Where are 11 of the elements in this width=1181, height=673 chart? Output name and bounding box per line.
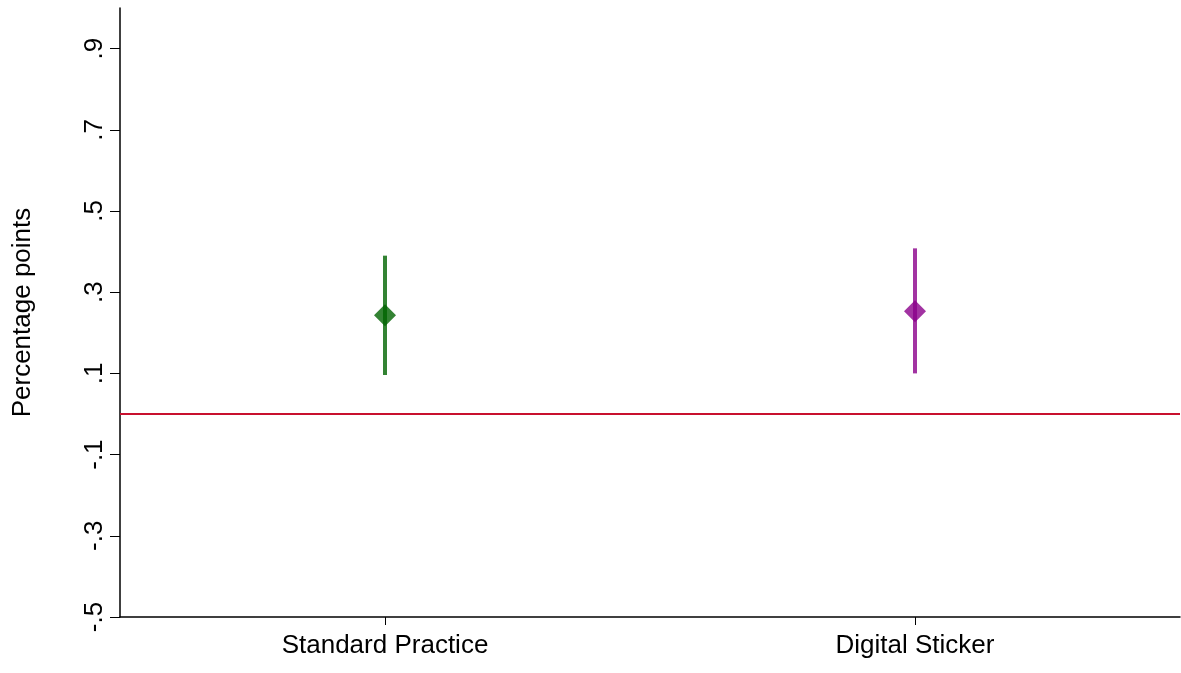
x-tick-label: Digital Sticker (835, 629, 995, 659)
y-tick-label: .3 (78, 281, 108, 304)
x-tick-label: Standard Practice (281, 629, 489, 659)
y-tick-label: .7 (78, 118, 108, 141)
y-tick-label: .1 (78, 362, 108, 385)
y-axis-title: Percentage points (6, 207, 36, 418)
y-tick-label: .5 (78, 200, 108, 222)
y-tick-label: -.1 (78, 439, 108, 470)
y-tick-label: .9 (78, 37, 108, 60)
y-tick-label: -.5 (78, 601, 108, 633)
y-tick-label: -.3 (78, 520, 108, 551)
